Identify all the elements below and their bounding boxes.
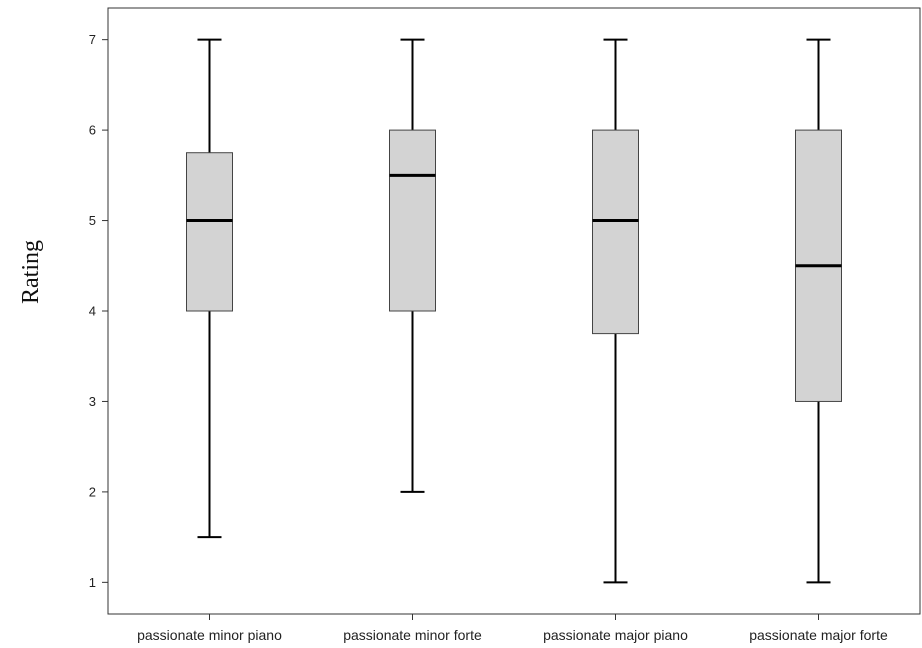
y-tick-label: 4 [89,304,96,319]
x-axis: passionate minor piano passionate minor f… [137,614,888,643]
y-tick-label: 7 [89,32,96,47]
box-3 [592,38,639,584]
x-tick-label: passionate minor piano [137,627,282,643]
x-tick-label: passionate major forte [749,627,888,643]
iqr-box [186,152,233,312]
iqr-box [389,129,436,312]
box-2 [389,38,436,493]
y-tick-label: 3 [89,394,96,409]
y-tick-label: 1 [89,575,96,590]
x-tick-label: passionate major piano [543,627,688,643]
y-axis: 1 2 3 4 5 6 7 [89,32,108,590]
y-tick-label: 6 [89,123,96,138]
y-tick-label: 5 [89,213,96,228]
box-4 [795,38,842,584]
plot-frame [107,7,921,615]
y-tick-label: 2 [89,484,96,499]
x-tick-label: passionate minor forte [343,627,482,643]
y-axis-label: Rating [18,240,44,304]
iqr-box [592,129,639,335]
boxes [186,38,842,584]
box-1 [186,38,233,539]
